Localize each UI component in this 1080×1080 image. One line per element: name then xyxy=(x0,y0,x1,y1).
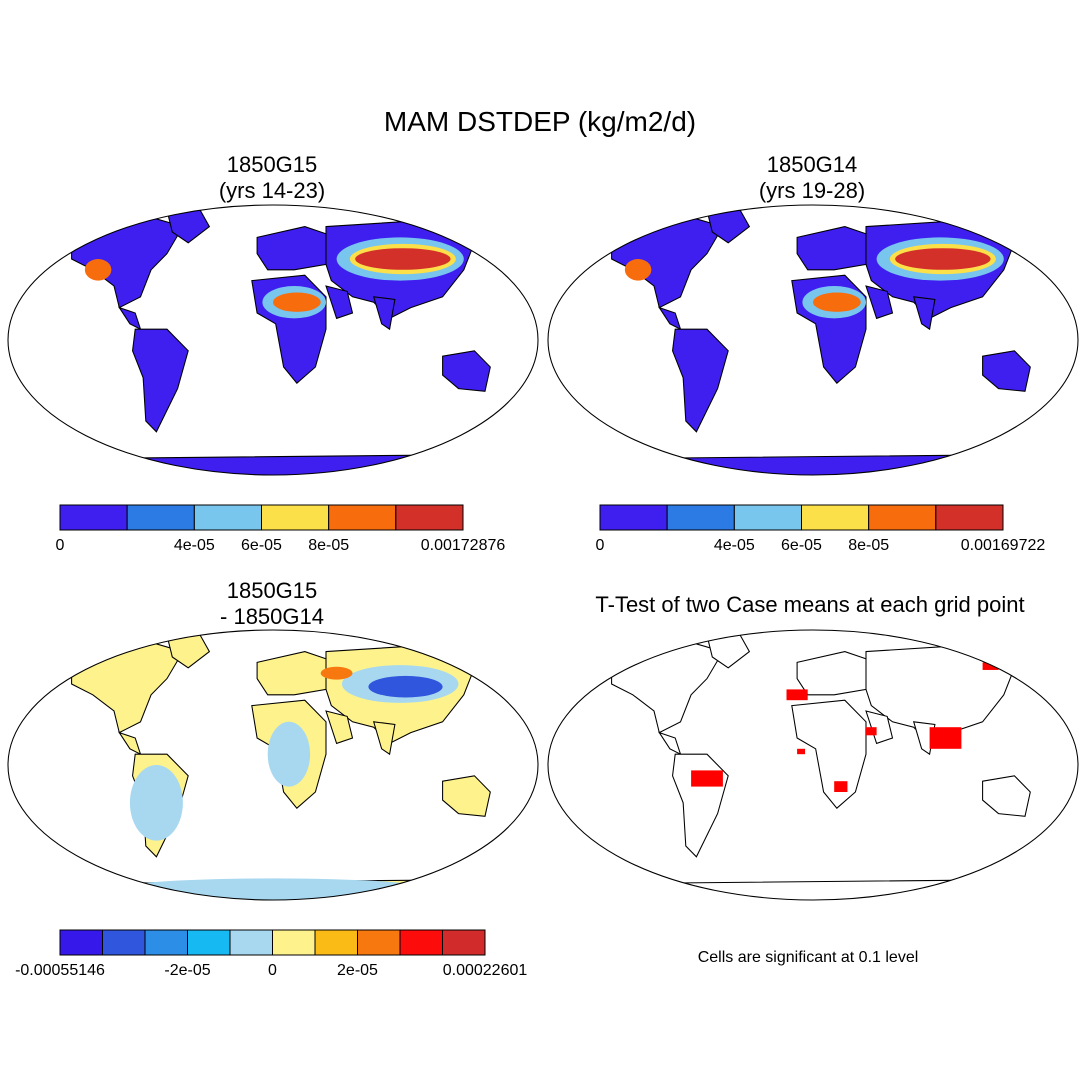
colorbar-swatch xyxy=(229,929,273,956)
main-title: MAM DSTDEP (kg/m2/d) xyxy=(384,106,696,137)
map-ttest xyxy=(547,629,1079,901)
colorbar-swatch xyxy=(144,929,188,956)
colorbar-tick-label: 8e-05 xyxy=(848,537,889,554)
colorbar-swatch xyxy=(801,504,870,531)
colorbar-swatch xyxy=(442,929,486,956)
panel-title-line-1: 1850G15 xyxy=(227,152,318,177)
colorbar-tick-label: 0 xyxy=(268,962,277,979)
colorbar-tick-label: 6e-05 xyxy=(781,537,822,554)
colorbar-tick-label: -2e-05 xyxy=(164,962,210,979)
map-g14 xyxy=(547,204,1079,476)
colorbar-tick-label: 0.00022601 xyxy=(443,962,528,979)
panel-g15: 1850G15 (yrs 14-23) 0 4e-05 6e-05 8e-05 0.00… xyxy=(7,152,539,554)
panel-title-line-2: - 1850G14 xyxy=(220,604,324,629)
panel-diff: 1850G15 - 1850G14 -0.00055146 -2e-05 0 2e-0… xyxy=(7,578,539,979)
colorbar-tick-label: 4e-05 xyxy=(174,537,215,554)
colorbar-swatch xyxy=(272,929,316,956)
panel-title-line-2: (yrs 14-23) xyxy=(219,178,325,203)
colorbar-swatch xyxy=(868,504,937,531)
panel-title-line-1: 1850G15 xyxy=(227,578,318,603)
colorbar-tick-label: 4e-05 xyxy=(714,537,755,554)
colorbar-swatch xyxy=(193,504,262,531)
panel-ttest: T-Test of two Case means at each grid po… xyxy=(547,592,1079,966)
colorbar-swatch xyxy=(733,504,802,531)
colorbar-g14: 0 4e-05 6e-05 8e-05 0.00169722 xyxy=(596,504,1046,554)
colorbar-swatch xyxy=(59,504,128,531)
colorbar-tick-label: 8e-05 xyxy=(308,537,349,554)
panel-g14: 1850G14 (yrs 19-28) 0 4e-05 6e-05 8e-05 0.00… xyxy=(547,152,1079,554)
map-diff xyxy=(7,629,539,901)
colorbar-swatch xyxy=(261,504,330,531)
panel-title-line-1: 1850G14 xyxy=(767,152,858,177)
map-g15 xyxy=(7,204,539,476)
colorbar-tick-label: -0.00055146 xyxy=(15,962,105,979)
colorbar-tick-label: 0 xyxy=(56,537,65,554)
colorbar-swatch xyxy=(935,504,1004,531)
colorbar-swatch xyxy=(357,929,401,956)
colorbar-tick-label: 0 xyxy=(596,537,605,554)
colorbar-swatch xyxy=(314,929,358,956)
colorbar-tick-label: 0.00169722 xyxy=(961,537,1046,554)
colorbar-tick-label: 2e-05 xyxy=(337,962,378,979)
colorbar-diff: -0.00055146 -2e-05 0 2e-05 0.00022601 xyxy=(15,929,528,979)
colorbar-swatch xyxy=(328,504,397,531)
colorbar-swatch xyxy=(399,929,443,956)
colorbar-swatch xyxy=(666,504,735,531)
colorbar-tick-label: 0.00172876 xyxy=(421,537,506,554)
colorbar-swatch xyxy=(599,504,668,531)
colorbar-swatch xyxy=(187,929,231,956)
colorbar-swatch xyxy=(59,929,103,956)
panel-title-line-2: (yrs 19-28) xyxy=(759,178,865,203)
colorbar-swatch xyxy=(102,929,146,956)
colorbar-g15: 0 4e-05 6e-05 8e-05 0.00172876 xyxy=(56,504,506,554)
significance-note: Cells are significant at 0.1 level xyxy=(698,949,919,966)
colorbar-swatch xyxy=(126,504,195,531)
panel-title-line-1: T-Test of two Case means at each grid po… xyxy=(595,592,1024,617)
colorbar-tick-label: 6e-05 xyxy=(241,537,282,554)
colorbar-swatch xyxy=(395,504,464,531)
